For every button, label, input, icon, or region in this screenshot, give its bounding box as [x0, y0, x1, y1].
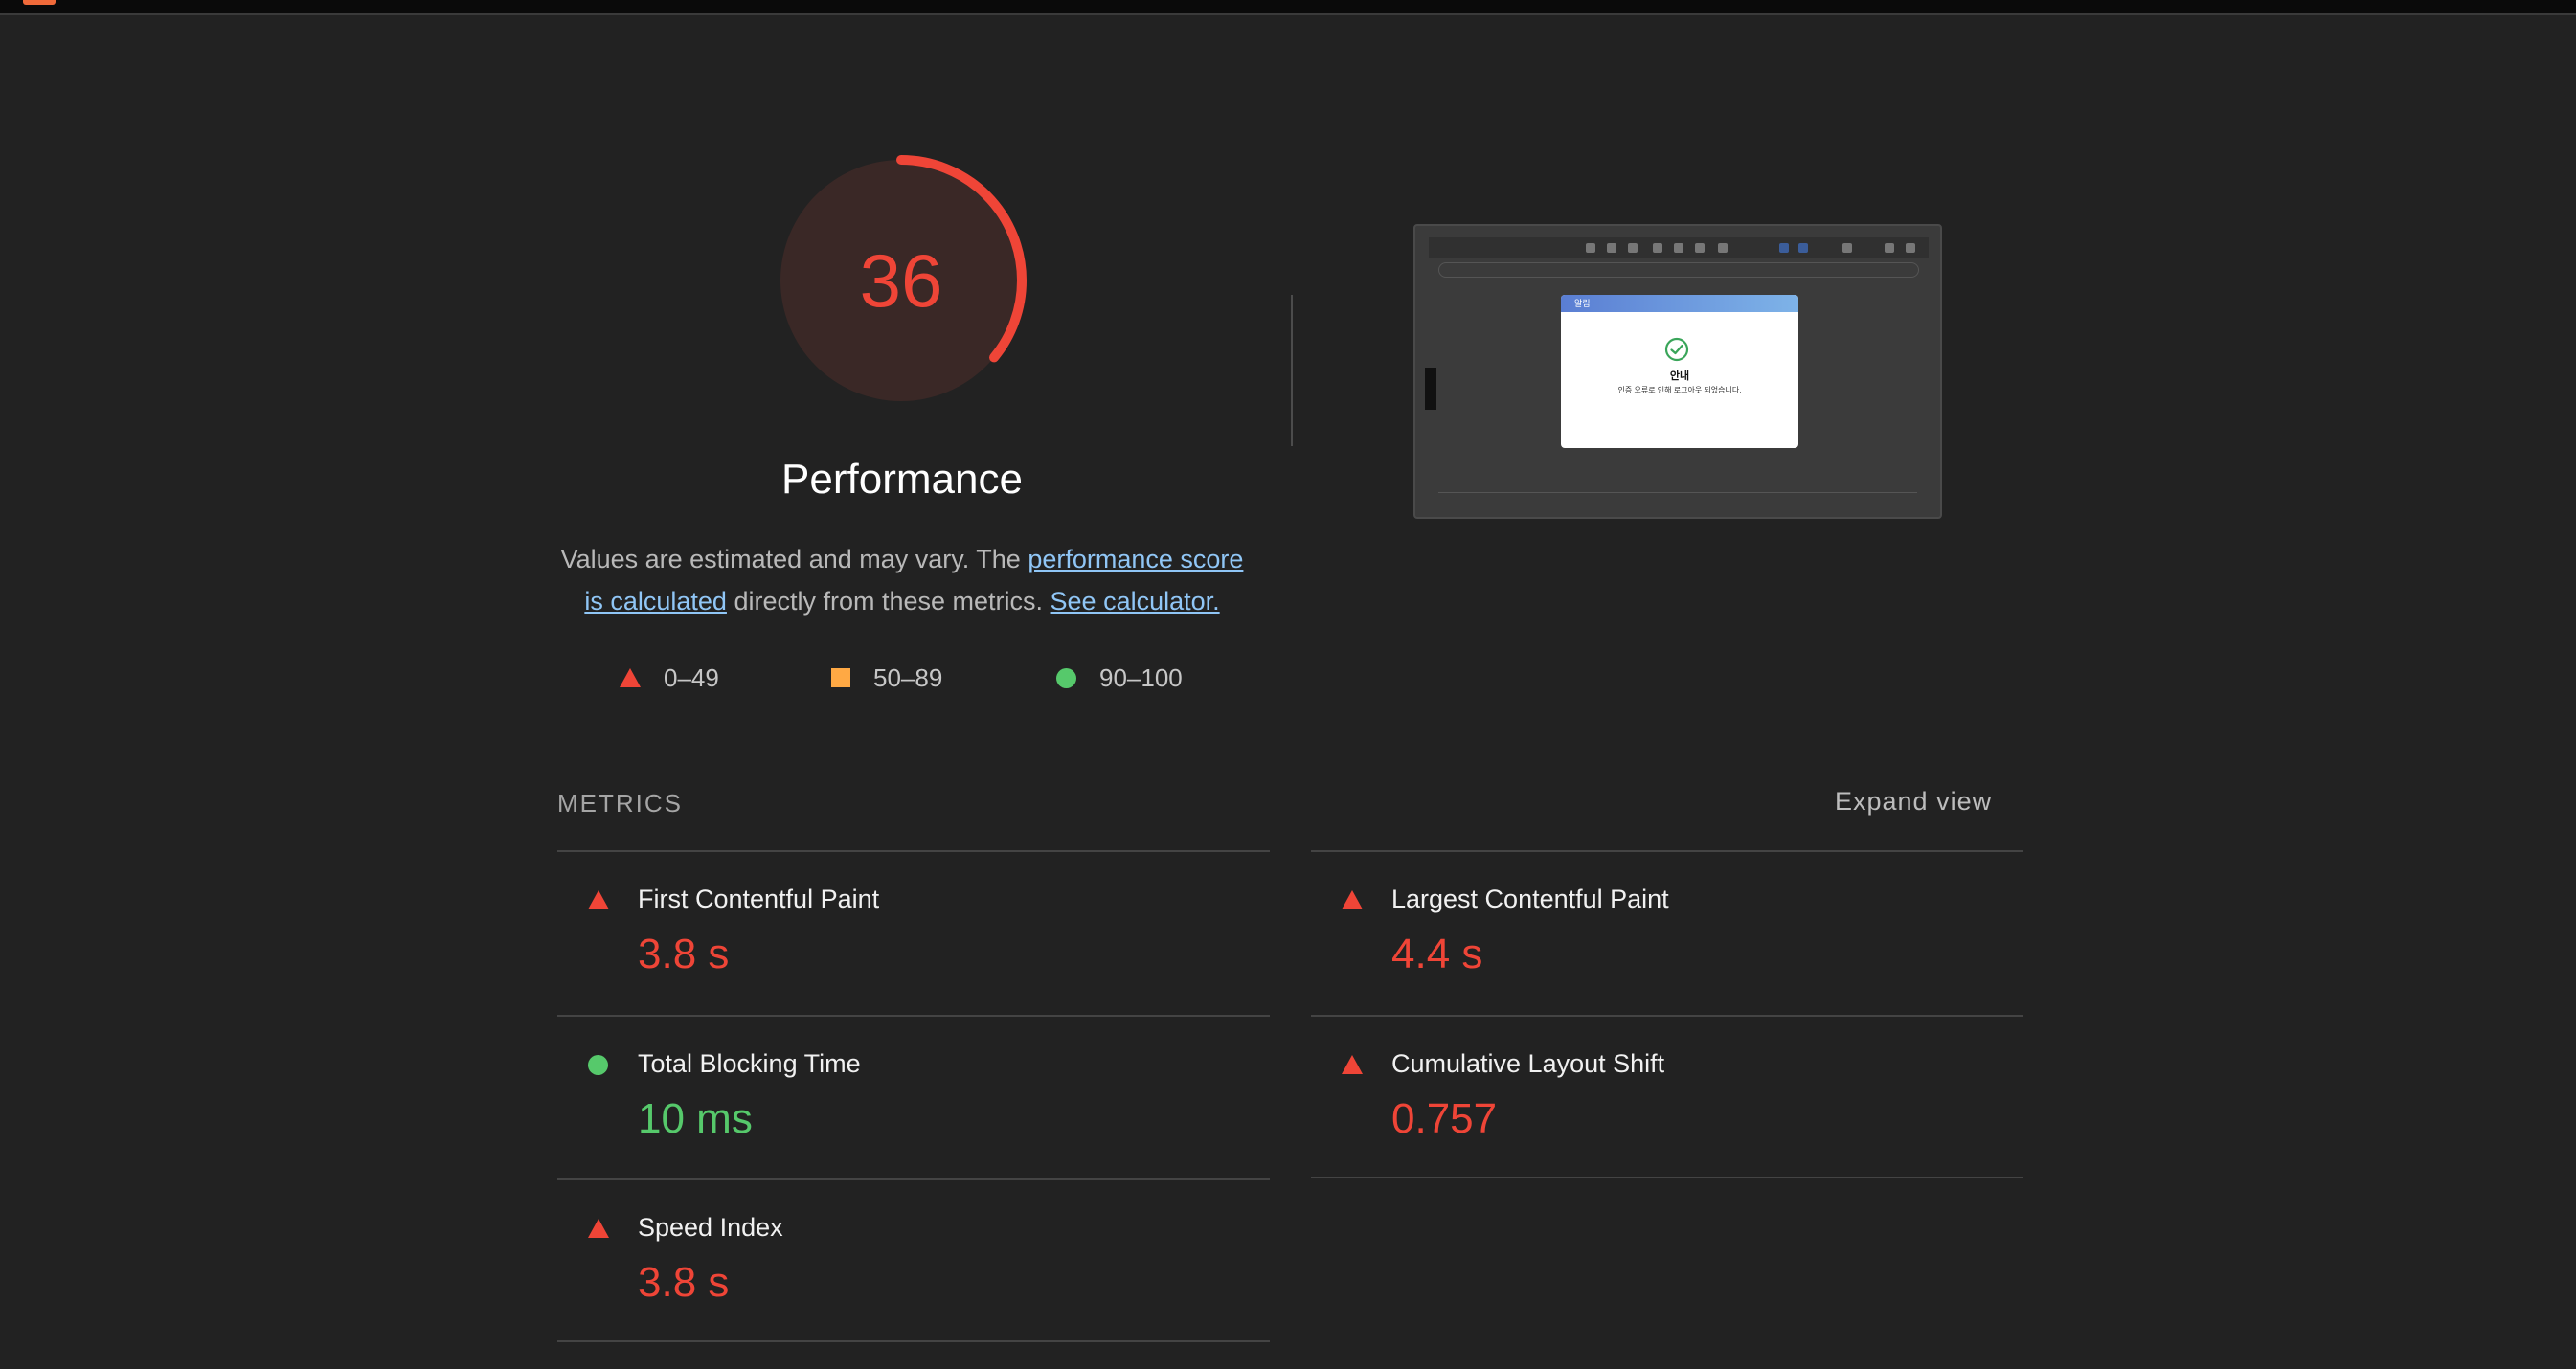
vertical-divider: [1291, 295, 1293, 446]
metric-divider: [1311, 850, 2023, 852]
toolbar-icon: [1885, 243, 1894, 253]
metric-value: 0.757: [1391, 1095, 1498, 1142]
screenshot-divider: [1438, 492, 1917, 493]
performance-gauge: 36: [772, 151, 1030, 410]
triangle-icon: [620, 668, 641, 687]
category-description: Values are estimated and may vary. The p…: [555, 538, 1249, 622]
screenshot-side-tab: [1425, 368, 1436, 410]
toolbar-icon: [1842, 243, 1852, 253]
toolbar-icon: [1628, 243, 1638, 253]
metric-value: 3.8 s: [638, 1259, 730, 1306]
toolbar-icon: [1798, 243, 1808, 253]
legend-fail: 0–49: [620, 661, 719, 695]
metric-speed-index: Speed Index 3.8 s: [557, 1180, 1268, 1343]
calculator-link[interactable]: See calculator.: [1050, 587, 1220, 616]
gauge-background: [780, 160, 1022, 401]
modal-message: 인증 오류로 인해 로그아웃 되었습니다.: [1617, 386, 1742, 394]
toolbar-icon: [1674, 243, 1683, 253]
gauge-arc: [776, 155, 1027, 406]
legend-pass: 90–100: [1056, 661, 1183, 695]
performance-score: 36: [859, 238, 943, 323]
triangle-icon: [588, 890, 609, 909]
modal-header: 알림: [1561, 295, 1798, 312]
toolbar-icon: [1653, 243, 1662, 253]
toolbar-icon: [1586, 243, 1595, 253]
lighthouse-logo-icon: [23, 0, 56, 5]
toolbar-icon: [1906, 243, 1915, 253]
square-icon: [831, 668, 850, 687]
triangle-icon: [1342, 1055, 1363, 1074]
metric-total-blocking-time: Total Blocking Time 10 ms: [557, 1017, 1268, 1179]
metric-first-contentful-paint: First Contentful Paint 3.8 s: [557, 852, 1268, 1015]
metric-divider: [557, 1178, 1270, 1180]
metric-title: First Contentful Paint: [638, 885, 880, 913]
metric-title: Cumulative Layout Shift: [1391, 1049, 1665, 1078]
performance-score-link[interactable]: performance score is calculated: [584, 545, 1244, 616]
metric-cumulative-layout-shift: Cumulative Layout Shift 0.757: [1311, 1017, 2022, 1179]
toolbar-icon: [1695, 243, 1705, 253]
legend-label-fail: 0–49: [664, 662, 719, 692]
circle-icon: [588, 1055, 608, 1075]
metric-divider: [557, 1340, 1270, 1342]
metric-divider: [1311, 1015, 2023, 1017]
category-title: Performance: [781, 456, 1023, 503]
gauge-svg: [776, 155, 1027, 406]
legend-label-average: 50–89: [873, 662, 943, 692]
legend-average: 50–89: [831, 661, 942, 695]
circle-icon: [1056, 667, 1076, 688]
metric-value: 3.8 s: [638, 931, 730, 977]
modal-title: 안내: [1669, 370, 1690, 382]
triangle-icon: [588, 1219, 609, 1238]
metric-value: 4.4 s: [1391, 931, 1483, 977]
metric-title: Largest Contentful Paint: [1391, 885, 1669, 913]
metric-title: Speed Index: [638, 1213, 783, 1242]
check-circle-icon: [1664, 337, 1689, 362]
final-screenshot[interactable]: 알림 안내 인증 오류로 인해 로그아웃 되었습니다.: [1413, 224, 1942, 519]
metric-largest-contentful-paint: Largest Contentful Paint 4.4 s: [1311, 852, 2022, 1015]
alert-modal: 알림 안내 인증 오류로 인해 로그아웃 되었습니다.: [1561, 295, 1798, 448]
screenshot-search-bar: [1438, 262, 1919, 278]
metrics-header: METRICS: [557, 789, 683, 818]
metric-divider: [557, 850, 1270, 852]
metric-value: 10 ms: [638, 1095, 753, 1142]
top-bar: [0, 0, 2576, 15]
toolbar-icon: [1718, 243, 1728, 253]
metric-title: Total Blocking Time: [638, 1049, 861, 1078]
toolbar-icon: [1607, 243, 1616, 253]
expand-view-button[interactable]: Expand view: [1835, 787, 1993, 816]
metric-divider: [1311, 1177, 2023, 1178]
description-text: Values are estimated and may vary. The: [560, 545, 1028, 573]
toolbar-icon: [1779, 243, 1789, 253]
description-text-middle: directly from these metrics.: [726, 587, 1051, 616]
legend-label-pass: 90–100: [1099, 662, 1183, 692]
metric-divider: [557, 1015, 1270, 1017]
triangle-icon: [1342, 890, 1363, 909]
